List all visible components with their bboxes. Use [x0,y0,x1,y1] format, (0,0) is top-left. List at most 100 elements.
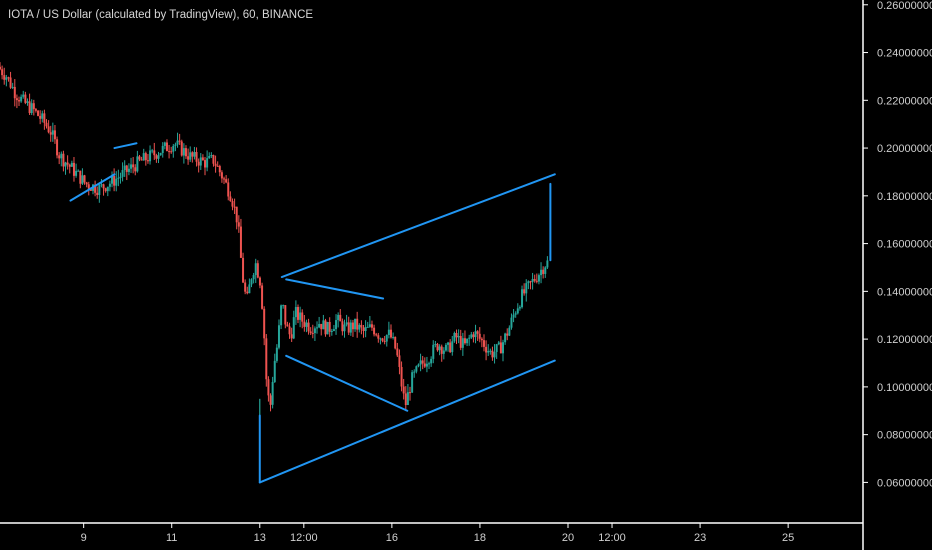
candle-body [485,346,488,353]
candle-body [459,336,462,348]
candle-body [542,269,545,274]
candle-body [134,167,137,172]
trendline[interactable] [258,359,556,484]
y-tick-label: 0.20000000 [877,143,932,155]
candle-body [182,148,185,156]
candle-body [436,343,439,351]
candle-body [248,284,251,294]
trendline[interactable] [113,142,138,150]
candle-body [20,96,23,102]
candle-body [233,206,236,208]
candle-body [72,162,75,176]
candle-body [108,183,111,187]
candle-body [409,392,412,394]
candle-body [149,150,152,162]
candle-body [375,334,378,336]
candle-body [24,94,27,103]
x-tick-label: 25 [782,532,794,544]
candle-body [127,168,130,172]
candle-body [301,312,304,322]
candle-body [535,280,538,282]
candle-body [493,351,496,358]
candle-body [254,263,257,276]
y-tick-label: 0.18000000 [877,191,932,203]
candle-body [275,347,278,361]
candle-body [368,324,371,327]
candle-body [463,338,466,344]
trendline[interactable] [285,278,385,300]
candle-body [199,157,202,166]
x-tick-label: 23 [694,532,706,544]
candle-body [7,77,10,79]
candle-body [413,371,416,373]
chart-title: IOTA / US Dollar (calculated by TradingV… [8,9,314,21]
candle-body [30,103,33,114]
candle-body [351,322,354,330]
candle-body [339,314,342,322]
candle-body [26,101,29,103]
candle-body [480,338,483,341]
candle-body [157,155,160,159]
candle-body [514,313,517,315]
candle-body [0,66,1,70]
candle-body [396,348,399,356]
candle-body [286,324,289,327]
candle-body [470,334,473,338]
candle-body [223,178,226,180]
candle-body [237,222,240,227]
candle-body [75,170,78,176]
candles-layer [0,62,549,483]
y-tick-label: 0.14000000 [877,286,932,298]
candle-body [379,338,382,340]
candle-body [457,336,460,338]
candle-body [231,201,234,207]
candle-body [269,395,272,405]
candle-body [404,393,407,406]
candle-body [242,257,245,283]
candle-body [18,100,21,102]
candle-body [425,363,428,367]
candle-body [136,156,139,172]
candle-body [508,327,511,336]
trendline[interactable] [285,354,409,412]
candle-body [324,320,327,335]
candle-body [106,186,109,192]
candle-body [516,308,519,314]
candle-body [476,331,479,334]
candle-body [303,321,306,327]
candle-body [377,335,380,339]
candle-body [307,322,310,332]
candle-body [96,192,99,196]
candle-body [102,184,105,189]
candle-body [11,86,14,88]
x-axis-ticks: 9 11 13 12:00 16 18 20 12:00 23 25 [81,523,794,544]
candle-body [432,344,435,359]
candle-body [214,163,217,166]
candle-body [328,321,331,332]
candle-body [220,172,223,179]
trendline[interactable] [280,173,556,279]
candle-body [43,113,46,123]
trendline[interactable] [69,173,116,202]
candle-body [28,101,31,114]
candle-body [79,170,82,184]
candle-body [227,182,230,197]
candle-body [45,122,48,127]
y-tick-label: 0.12000000 [877,334,932,346]
candle-body [487,351,490,353]
candle-body [531,278,534,282]
candle-body [155,155,158,159]
candle-body [100,184,103,186]
candle-body [512,314,515,318]
candle-body [218,166,221,173]
candle-body [499,342,502,354]
candle-body [176,140,179,145]
x-tick-label: 12:00 [598,532,626,544]
candle-body [163,142,166,146]
candle-body [529,281,532,283]
candle-body [151,150,154,152]
candle-body [39,115,42,119]
candle-body [444,344,447,351]
candle-body [394,336,397,349]
